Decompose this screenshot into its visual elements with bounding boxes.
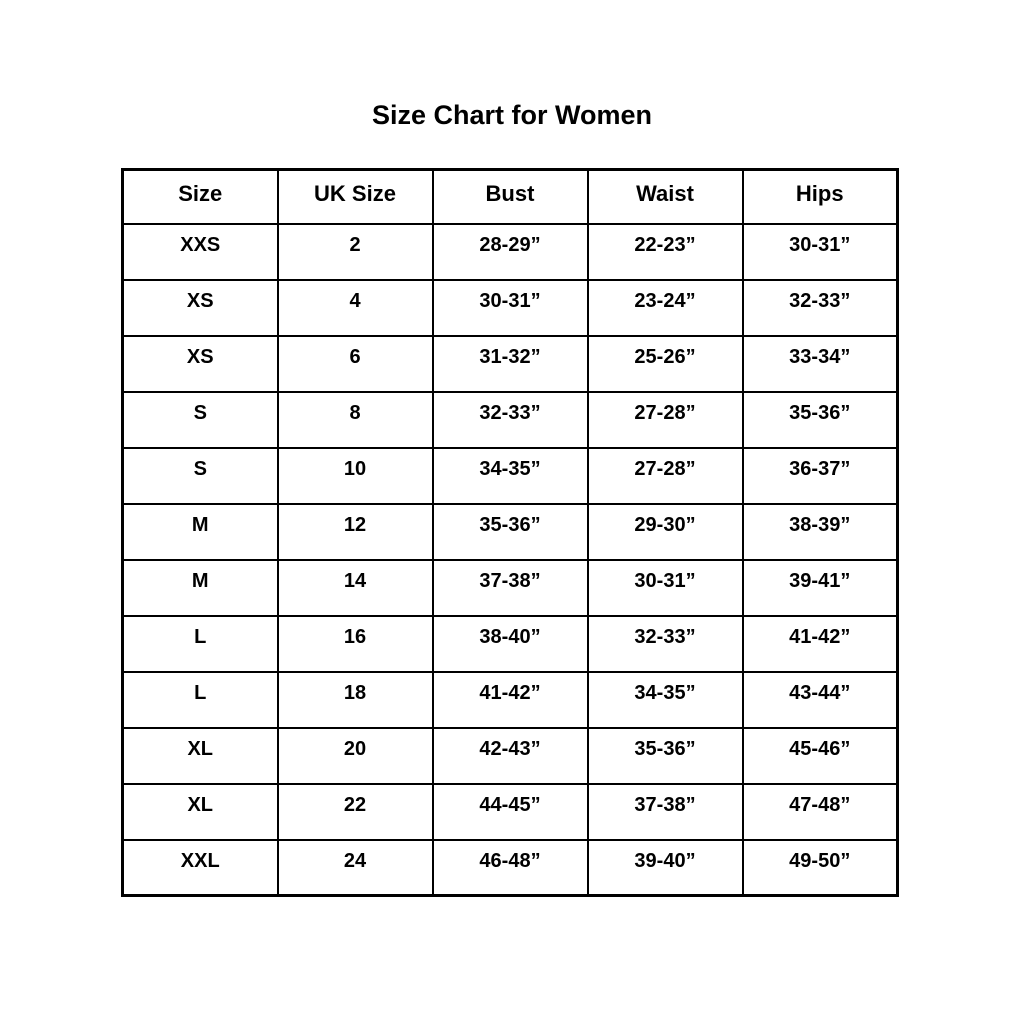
table-cell-uk-size: 16 <box>276 614 434 673</box>
table-cell-hips: 39-41” <box>741 558 899 617</box>
table-cell-waist: 30-31” <box>586 558 744 617</box>
table-row: XS 4 30-31” 23-24” 32-33” <box>121 278 899 337</box>
table-cell-uk-size: 12 <box>276 502 434 561</box>
table-row: S 8 32-33” 27-28” 35-36” <box>121 390 899 449</box>
table-cell-bust: 37-38” <box>431 558 589 617</box>
table-cell-bust: 34-35” <box>431 446 589 505</box>
table-cell-bust: 46-48” <box>431 838 589 897</box>
table-cell-uk-size: 20 <box>276 726 434 785</box>
table-cell-hips: 33-34” <box>741 334 899 393</box>
table-row: S 10 34-35” 27-28” 36-37” <box>121 446 899 505</box>
column-header-bust: Bust <box>431 168 589 225</box>
table-cell-hips: 30-31” <box>741 222 899 281</box>
header-row: Size UK Size Bust Waist Hips <box>121 168 899 225</box>
size-chart-table: Size UK Size Bust Waist Hips XXS 2 28-29” 2… <box>121 168 899 897</box>
table-row: M 12 35-36” 29-30” 38-39” <box>121 502 899 561</box>
table-cell-hips: 36-37” <box>741 446 899 505</box>
table-cell-bust: 30-31” <box>431 278 589 337</box>
table-cell-bust: 35-36” <box>431 502 589 561</box>
table-cell-bust: 44-45” <box>431 782 589 841</box>
table-cell-size: L <box>121 670 279 729</box>
table-cell-size: XS <box>121 334 279 393</box>
table-cell-waist: 22-23” <box>586 222 744 281</box>
table-cell-waist: 25-26” <box>586 334 744 393</box>
table-cell-bust: 38-40” <box>431 614 589 673</box>
table-row: XXL 24 46-48” 39-40” 49-50” <box>121 838 899 897</box>
table-row: XL 22 44-45” 37-38” 47-48” <box>121 782 899 841</box>
table-cell-size: M <box>121 502 279 561</box>
table-cell-bust: 28-29” <box>431 222 589 281</box>
column-header-waist: Waist <box>586 168 744 225</box>
table-cell-waist: 23-24” <box>586 278 744 337</box>
table-cell-uk-size: 10 <box>276 446 434 505</box>
table-row: XS 6 31-32” 25-26” 33-34” <box>121 334 899 393</box>
table-cell-hips: 47-48” <box>741 782 899 841</box>
column-header-uk-size: UK Size <box>276 168 434 225</box>
table-cell-waist: 29-30” <box>586 502 744 561</box>
table-cell-size: S <box>121 390 279 449</box>
table-cell-waist: 34-35” <box>586 670 744 729</box>
table-cell-uk-size: 8 <box>276 390 434 449</box>
table-cell-size: XXL <box>121 838 279 897</box>
table-cell-size: XL <box>121 726 279 785</box>
table-cell-uk-size: 22 <box>276 782 434 841</box>
table-cell-waist: 32-33” <box>586 614 744 673</box>
table-row: L 18 41-42” 34-35” 43-44” <box>121 670 899 729</box>
table-header: Size UK Size Bust Waist Hips <box>121 168 899 225</box>
table-cell-bust: 31-32” <box>431 334 589 393</box>
size-table-body: XXS 2 28-29” 22-23” 30-31” XS 4 30-31” 23-24” 32-… <box>121 222 899 897</box>
table-cell-uk-size: 14 <box>276 558 434 617</box>
table-cell-uk-size: 24 <box>276 838 434 897</box>
table-row: XL 20 42-43” 35-36” 45-46” <box>121 726 899 785</box>
table-cell-size: M <box>121 558 279 617</box>
table-cell-hips: 35-36” <box>741 390 899 449</box>
page-title: Size Chart for Women <box>371 100 653 130</box>
table-cell-hips: 45-46” <box>741 726 899 785</box>
table-cell-size: L <box>121 614 279 673</box>
table-cell-size: S <box>121 446 279 505</box>
table-cell-size: XL <box>121 782 279 841</box>
table-cell-uk-size: 2 <box>276 222 434 281</box>
table-cell-hips: 49-50” <box>741 838 899 897</box>
table-cell-size: XXS <box>121 222 279 281</box>
table-cell-hips: 32-33” <box>741 278 899 337</box>
table-cell-hips: 43-44” <box>741 670 899 729</box>
table-row: L 16 38-40” 32-33” 41-42” <box>121 614 899 673</box>
table-cell-bust: 42-43” <box>431 726 589 785</box>
table-cell-size: XS <box>121 278 279 337</box>
table-cell-waist: 27-28” <box>586 390 744 449</box>
table-row: M 14 37-38” 30-31” 39-41” <box>121 558 899 617</box>
table-cell-waist: 37-38” <box>586 782 744 841</box>
column-header-size: Size <box>121 168 279 225</box>
table-row: XXS 2 28-29” 22-23” 30-31” <box>121 222 899 281</box>
table-cell-waist: 39-40” <box>586 838 744 897</box>
table-cell-hips: 38-39” <box>741 502 899 561</box>
column-header-hips: Hips <box>741 168 899 225</box>
table-cell-uk-size: 4 <box>276 278 434 337</box>
table-cell-uk-size: 6 <box>276 334 434 393</box>
table-cell-waist: 35-36” <box>586 726 744 785</box>
table-cell-waist: 27-28” <box>586 446 744 505</box>
table-cell-bust: 32-33” <box>431 390 589 449</box>
table-cell-uk-size: 18 <box>276 670 434 729</box>
table-cell-hips: 41-42” <box>741 614 899 673</box>
table-cell-bust: 41-42” <box>431 670 589 729</box>
